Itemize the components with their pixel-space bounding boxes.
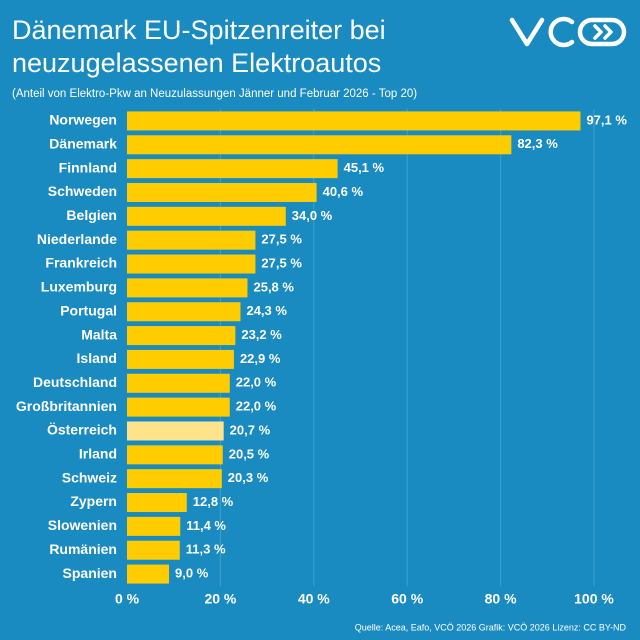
bar	[127, 469, 222, 489]
bar	[127, 540, 180, 560]
value-label: 97,1 %	[586, 112, 627, 127]
chart-title: neuzugelassenen Elektroautos	[12, 48, 381, 78]
bar	[127, 230, 256, 250]
y-tick-label: Malta	[81, 326, 117, 342]
value-label: 22,0 %	[236, 399, 277, 414]
value-label: 25,8 %	[253, 279, 294, 294]
y-tick-label: Zypern	[70, 493, 117, 509]
value-label: 22,9 %	[240, 351, 281, 366]
value-label: 24,3 %	[246, 303, 287, 318]
y-tick-label: Dänemark	[49, 135, 117, 151]
bar	[127, 135, 512, 155]
x-tick-label: 40 %	[298, 591, 330, 607]
y-tick-label: Norwegen	[49, 112, 117, 128]
x-tick-label: 100 %	[574, 591, 614, 607]
bar	[127, 445, 223, 465]
value-label: 45,1 %	[344, 160, 385, 175]
y-tick-label: Finnland	[59, 159, 117, 175]
y-tick-label: Irland	[79, 446, 117, 462]
value-label: 20,3 %	[228, 470, 269, 485]
y-tick-label: Deutschland	[33, 374, 117, 390]
y-tick-label: Slowenien	[48, 517, 117, 533]
value-label: 9,0 %	[175, 566, 209, 581]
value-label: 22,0 %	[236, 375, 277, 390]
value-label: 40,6 %	[323, 184, 364, 199]
value-label: 27,5 %	[261, 255, 302, 270]
y-tick-label: Schweiz	[62, 469, 117, 485]
bar	[127, 516, 181, 536]
y-tick-label: Großbritannien	[16, 398, 117, 414]
y-tick-label: Spanien	[63, 565, 117, 581]
bar	[127, 159, 338, 179]
bar	[127, 278, 248, 298]
value-label: 23,2 %	[241, 327, 282, 342]
chart-subtitle: (Anteil von Elektro-Pkw an Neuzulassunge…	[12, 88, 417, 100]
y-tick-label: Portugal	[60, 302, 117, 318]
y-tick-label: Rumänien	[49, 541, 117, 557]
value-label: 11,3 %	[186, 542, 226, 557]
bar	[127, 349, 234, 369]
bar	[127, 493, 187, 513]
bar	[127, 111, 581, 131]
y-tick-label: Belgien	[66, 207, 117, 223]
bar	[127, 421, 224, 441]
bar	[127, 206, 286, 226]
value-label: 34,0 %	[292, 208, 333, 223]
bar	[127, 564, 170, 584]
bar	[127, 373, 230, 393]
source: Quelle: Acea, Eafo, VCÖ 2026 Grafik: VCÖ…	[355, 622, 627, 632]
x-tick-label: 20 %	[204, 591, 236, 607]
value-label: 12,8 %	[193, 494, 234, 509]
value-label: 27,5 %	[261, 232, 302, 247]
bar	[127, 326, 236, 346]
bar	[127, 182, 317, 202]
value-label: 20,5 %	[229, 446, 270, 461]
y-tick-label: Österreich	[47, 422, 117, 438]
value-label: 82,3 %	[517, 136, 558, 151]
chart-title: Dänemark EU-Spitzenreiter bei	[12, 15, 386, 45]
x-tick-label: 60 %	[391, 591, 423, 607]
x-tick-label: 80 %	[485, 591, 517, 607]
value-label: 11,4 %	[186, 518, 226, 533]
y-tick-label: Luxemburg	[41, 279, 117, 295]
y-tick-label: Niederlande	[37, 231, 117, 247]
y-tick-label: Frankreich	[45, 255, 117, 271]
bar	[127, 254, 256, 274]
bar	[127, 302, 241, 322]
y-tick-label: Island	[77, 350, 117, 366]
value-label: 20,7 %	[230, 422, 271, 437]
bar	[127, 397, 230, 417]
x-tick-label: 0 %	[115, 591, 140, 607]
logo	[509, 16, 627, 48]
y-tick-label: Schweden	[48, 183, 117, 199]
